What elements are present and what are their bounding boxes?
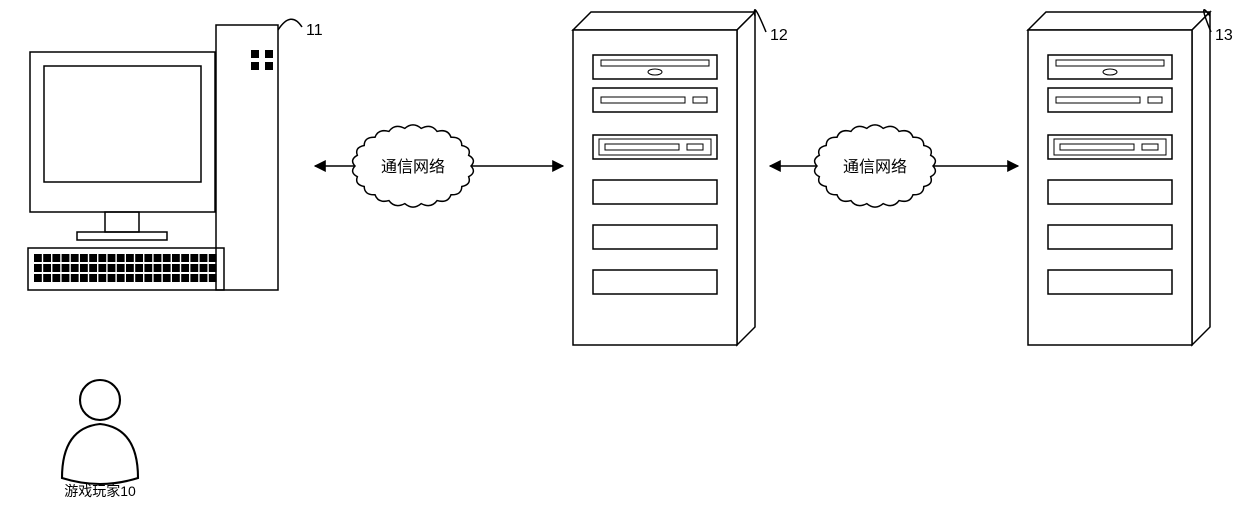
network-diagram: 11 12 13 通信网络 通信网络游戏玩家10: [0, 0, 1240, 513]
server-2: 13: [1028, 10, 1233, 345]
network-cloud: 通信网络: [353, 125, 474, 207]
server-1: 12: [573, 10, 788, 345]
cloud-label: 通信网络: [843, 157, 907, 176]
game-player-icon: 游戏玩家10: [62, 380, 138, 499]
callout-13: 13: [1215, 27, 1233, 44]
player-label: 游戏玩家10: [64, 483, 136, 499]
callout-11: 11: [306, 22, 323, 39]
cloud-label: 通信网络: [381, 157, 445, 176]
network-cloud: 通信网络: [815, 125, 936, 207]
callout-12: 12: [770, 27, 788, 44]
client-computer: 11: [28, 19, 323, 290]
